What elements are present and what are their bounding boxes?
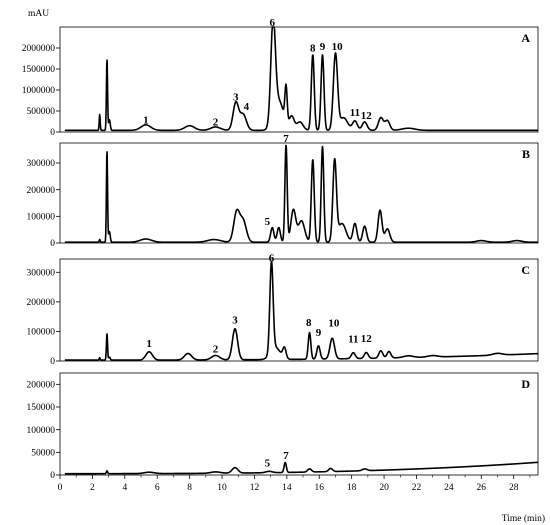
x-tick-label: 10	[217, 483, 227, 493]
chromatogram-trace-c	[64, 260, 539, 361]
y-tick-label: 100000	[27, 328, 56, 338]
peak-label: 12	[361, 110, 373, 122]
y-tick-label: 0	[50, 239, 55, 249]
peak-label: 5	[265, 458, 271, 470]
peak-label: 6	[269, 252, 275, 264]
x-tick-label: 22	[412, 483, 422, 493]
peak-label: 9	[316, 327, 322, 339]
peak-label: 11	[350, 107, 360, 119]
peak-label: 8	[310, 42, 316, 54]
peak-label: 10	[328, 317, 340, 329]
x-tick-label: 16	[315, 483, 325, 493]
panel-letter: B	[522, 147, 530, 161]
x-tick-label: 18	[347, 483, 357, 493]
panel-d: 0 50000 100000 150000 200000 D 57	[27, 372, 539, 481]
peak-label: 8	[306, 317, 312, 329]
x-tick-label: 24	[444, 483, 454, 493]
peak-label: 1	[143, 114, 149, 126]
x-tick-label: 28	[509, 483, 519, 493]
y-tick-label: 0	[50, 128, 55, 138]
y-tick-label: 50000	[31, 449, 55, 459]
y-tick-label: 100000	[27, 426, 56, 436]
y-tick-label: 1500000	[22, 65, 56, 75]
peak-label: 6	[270, 17, 276, 29]
panel-letter: D	[521, 377, 530, 391]
chromatogram-trace-d	[64, 461, 539, 475]
x-tick-label: 14	[282, 483, 292, 493]
panel-frame	[59, 258, 539, 362]
x-tick-label: 8	[187, 483, 192, 493]
x-tick-label: 26	[477, 483, 487, 493]
chromatogram-trace-a	[64, 26, 539, 132]
chromatogram-trace-b	[64, 144, 539, 243]
y-tick-label: 0	[50, 357, 55, 367]
y-tick-label: 200000	[27, 381, 56, 391]
x-axis: 0 2 4 6 8 10 12 14 16 18 20 22 24 26 28	[58, 475, 531, 493]
y-unit-label: mAU	[28, 9, 49, 19]
panel-frame	[59, 26, 539, 133]
peak-label: 2	[213, 343, 219, 355]
y-tick-label: 1000000	[22, 86, 56, 96]
peak-label: 1	[146, 338, 152, 350]
y-tick-label: 200000	[27, 186, 56, 196]
y-tick-label: 2000000	[22, 44, 56, 54]
peak-label: 9	[320, 41, 326, 53]
panel-b: 0 100000 200000 300000 B 5 7	[27, 133, 539, 249]
y-tick-label: 300000	[27, 269, 56, 279]
peak-label: 3	[232, 315, 238, 327]
peak-label: 4	[244, 101, 250, 113]
y-tick-label: 100000	[27, 213, 56, 223]
y-tick-label: 300000	[27, 159, 56, 169]
x-axis-title: Time (min)	[502, 513, 545, 524]
x-tick-label: 4	[122, 483, 127, 493]
y-tick-label: 0	[50, 471, 55, 481]
peak-label: 11	[348, 334, 358, 346]
x-tick-label: 0	[58, 483, 63, 493]
x-tick-label: 12	[250, 483, 260, 493]
panel-letter: A	[521, 31, 530, 45]
peak-label: 2	[213, 116, 219, 128]
panel-frame	[59, 372, 539, 476]
panel-letter: C	[521, 263, 530, 277]
y-tick-label: 500000	[27, 107, 56, 117]
peak-label: 12	[361, 333, 373, 345]
x-tick-label: 6	[155, 483, 160, 493]
x-tick-label: 2	[90, 483, 95, 493]
peak-label: 7	[283, 133, 289, 145]
peak-label: 7	[283, 450, 289, 462]
panel-frame	[59, 142, 539, 244]
peak-label: 5	[265, 216, 271, 228]
peak-label: 3	[233, 92, 239, 104]
y-tick-label: 200000	[27, 298, 56, 308]
x-tick-label: 20	[379, 483, 389, 493]
peak-label: 10	[332, 41, 344, 53]
y-tick-label: 150000	[27, 403, 56, 413]
